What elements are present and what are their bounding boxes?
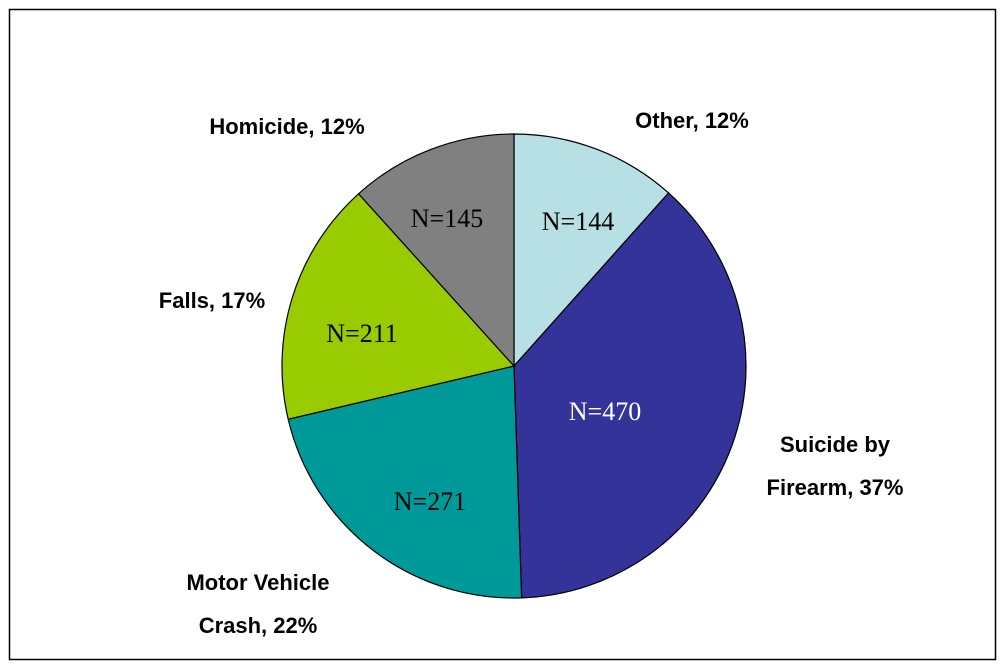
data-label: N=470 xyxy=(569,397,641,426)
category-label-line: Other, 12% xyxy=(635,108,749,133)
category-label-line: Crash, 22% xyxy=(199,613,318,638)
category-label-line: Falls, 17% xyxy=(159,288,265,313)
data-label: N=144 xyxy=(542,207,614,236)
category-label: Homicide, 12% xyxy=(209,114,364,139)
pie-slice xyxy=(513,133,670,368)
category-label: Other, 12% xyxy=(635,108,749,133)
pie-slice xyxy=(357,133,515,368)
pie-slice xyxy=(287,365,523,599)
pie-slice xyxy=(513,192,747,599)
category-label: Motor Vehicle Crash, 22% xyxy=(186,570,329,638)
category-label-line: Firearm, 37% xyxy=(767,475,904,500)
pie-slice xyxy=(281,192,516,420)
category-label-line: Homicide, 12% xyxy=(209,114,364,139)
data-label: N=145 xyxy=(411,204,483,233)
category-label-line: Motor Vehicle xyxy=(186,570,329,595)
category-label: Suicide by Firearm, 37% xyxy=(767,432,904,500)
data-label: N=211 xyxy=(326,319,397,348)
category-label: Falls, 17% xyxy=(159,288,265,313)
data-label: N=271 xyxy=(394,487,466,516)
category-label-line: Suicide by xyxy=(780,432,891,457)
